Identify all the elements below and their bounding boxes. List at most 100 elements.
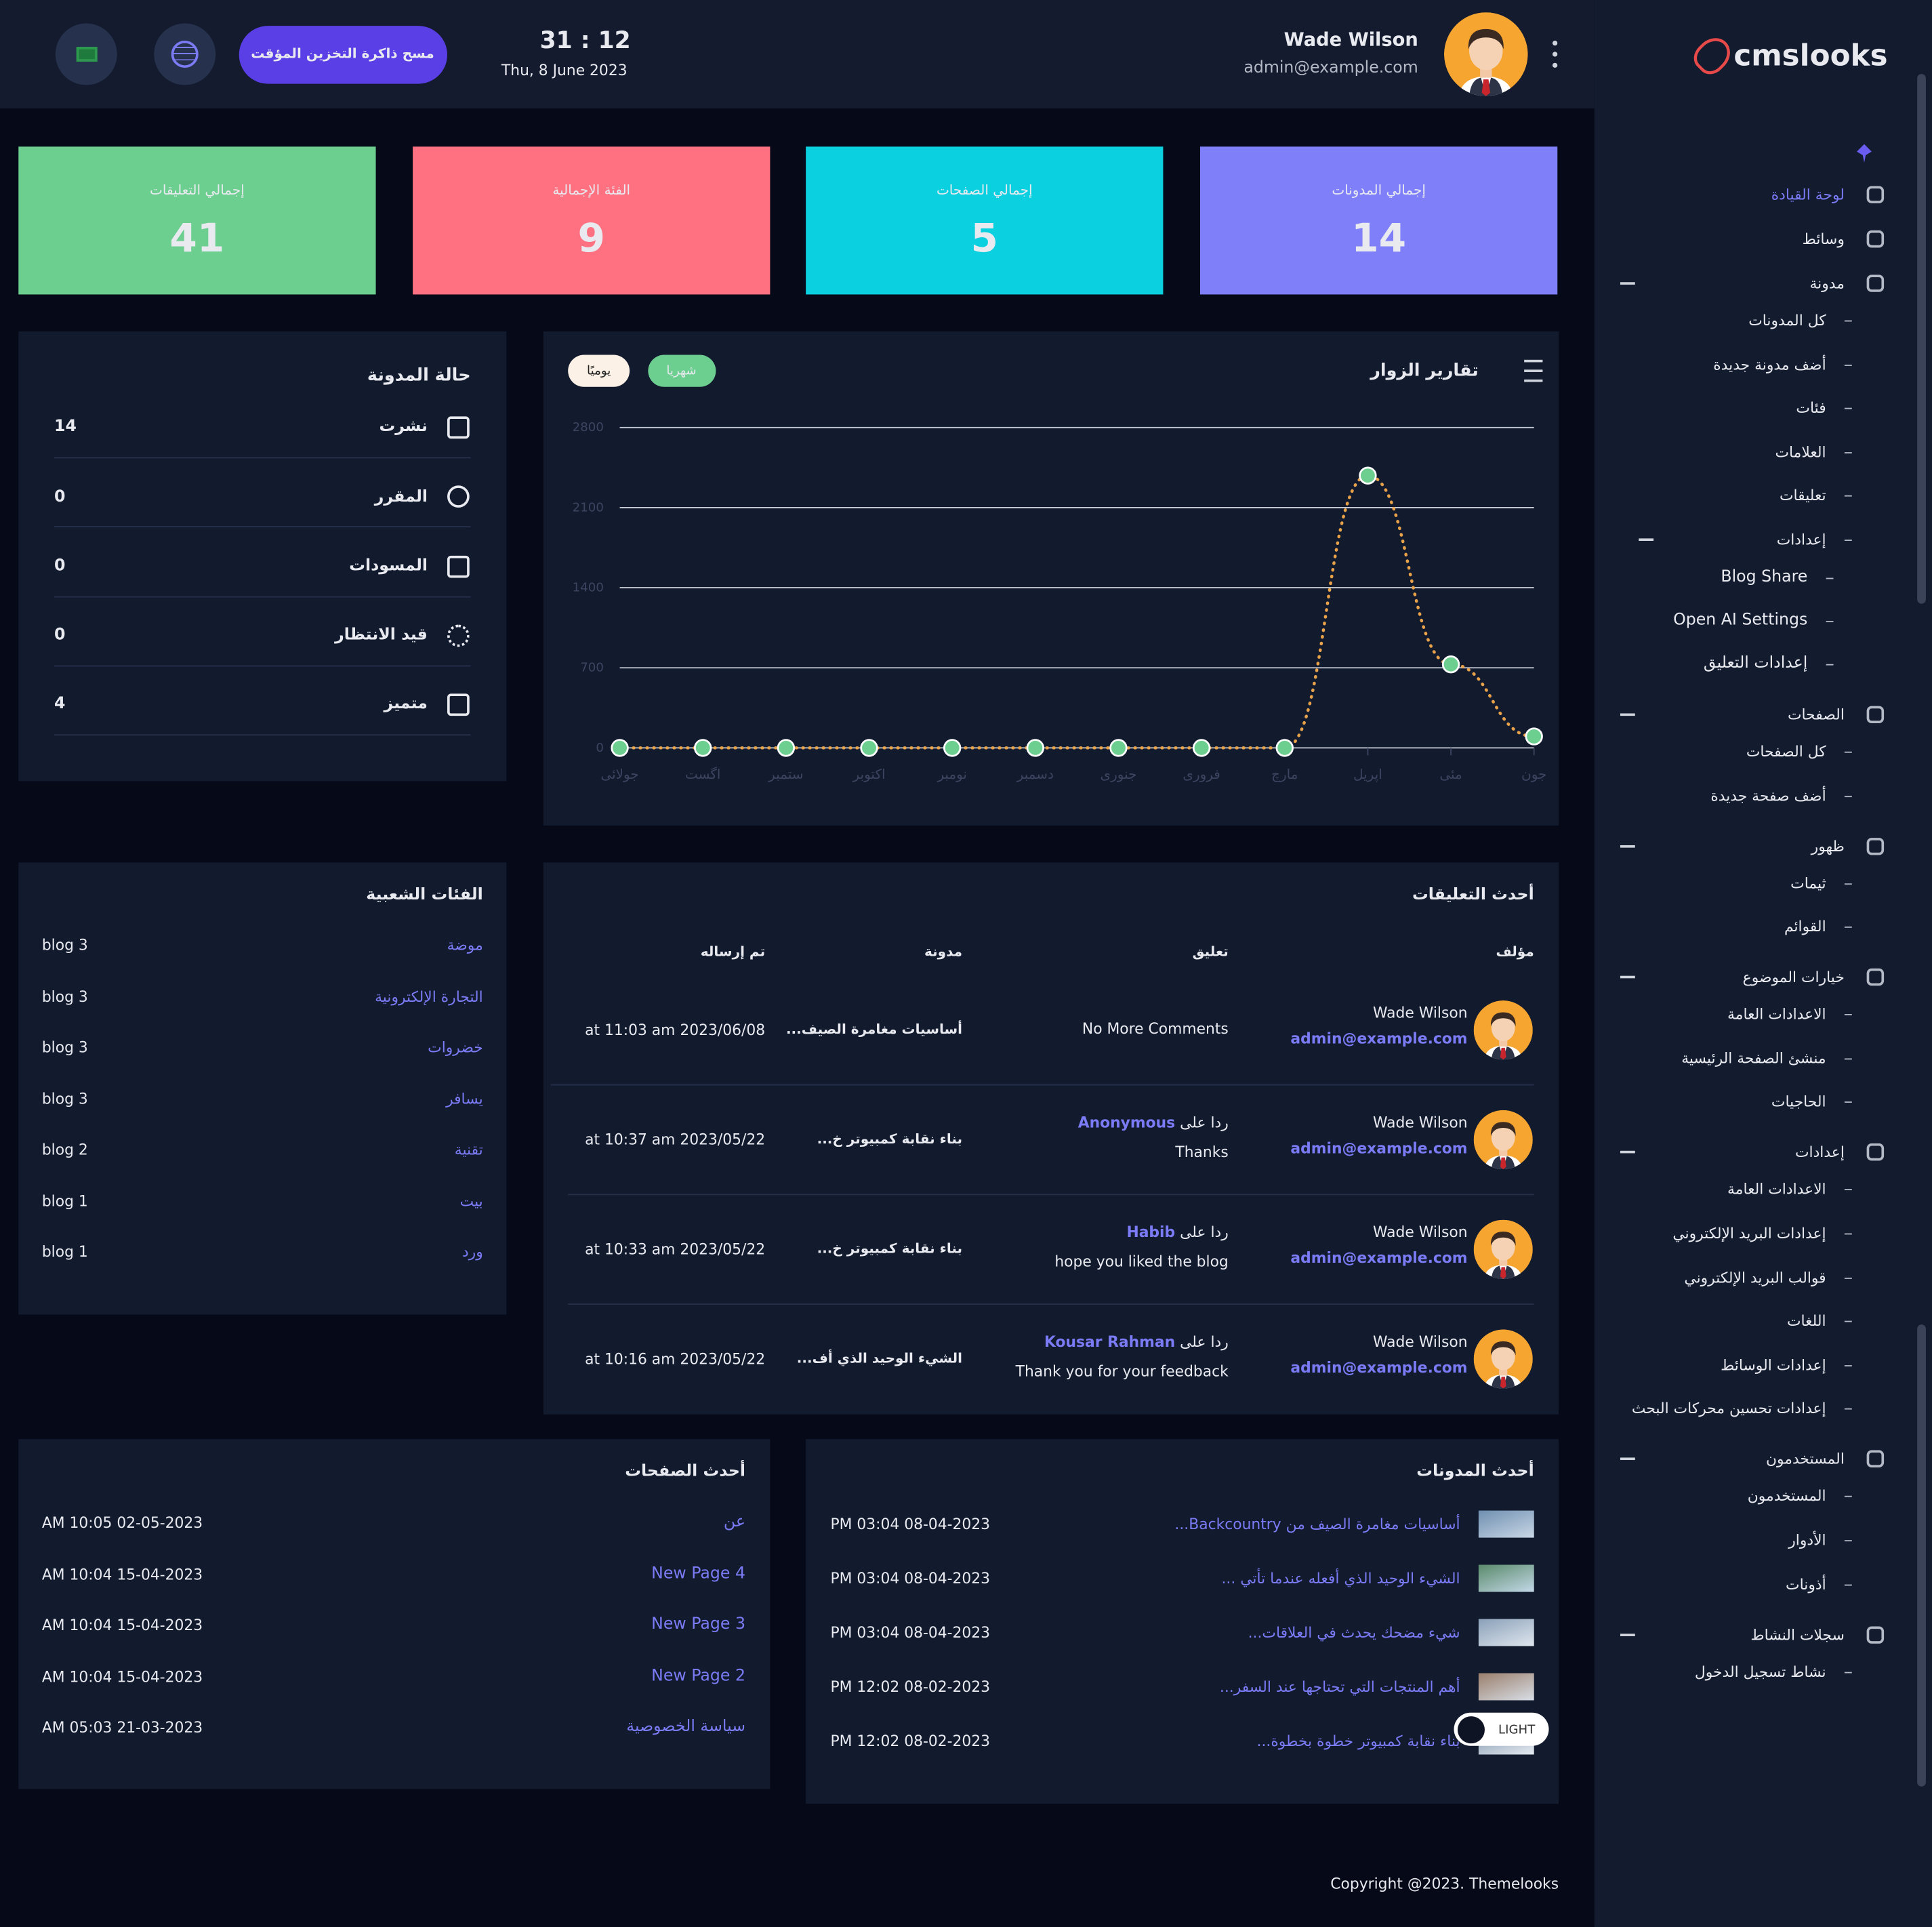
separator [568,1303,1534,1305]
nav-subitem[interactable]: فئات [1796,399,1826,417]
nav-item[interactable]: الصفحات [1787,706,1845,724]
nav-subitem[interactable]: إعدادات [1776,531,1826,548]
nav-subitem[interactable]: قوالب البريد الإلكتروني [1684,1268,1826,1286]
reply-to: Habib [1126,1223,1176,1241]
panel-title: حالة المدونة [367,365,471,386]
comment-post[interactable]: بناء نقابة كمبيوتر خ... [817,1240,963,1257]
nav-subitem[interactable]: الحاجيات [1771,1093,1826,1111]
post-thumbnail [1478,1564,1534,1592]
post-link[interactable]: أساسيات مغامرة الصيف من Backcountry... [1174,1515,1460,1533]
nav-item[interactable]: المستخدمون [1765,1451,1845,1468]
nav-dash [1826,621,1834,622]
page-link[interactable]: New Page 2 [651,1666,746,1686]
nav-dash [1826,664,1834,666]
clear-cache-button[interactable] [239,26,448,84]
kebab-dot[interactable] [1552,40,1558,46]
column-header: تم إرساله [700,943,766,960]
separator [568,1194,1534,1196]
post-link[interactable]: أهم المنتجات التي تحتاجها عند السفر... [1219,1678,1460,1696]
nav-dash [1844,1014,1852,1016]
category-link[interactable]: موضة [447,936,483,954]
page-link[interactable]: New Page 4 [651,1564,746,1583]
panel-title: أحدث التعليقات [1412,886,1534,905]
post-link[interactable]: بناء نقابة كمبيوتر خطوة بخطوة... [1256,1732,1460,1750]
nav-subitem[interactable]: أضف صفحة جديدة [1710,786,1826,805]
category-link[interactable]: يسافر [446,1089,483,1108]
kebab-dot[interactable] [1552,62,1558,68]
category-count: blog 1 [41,1243,88,1261]
nav-item[interactable]: وسائط [1802,230,1845,248]
nav-subsubitem[interactable]: Open AI Settings [1673,611,1808,630]
nav-item[interactable]: ظهور [1811,837,1845,855]
nav-subitem[interactable]: إعدادات البريد الإلكتروني [1672,1224,1826,1242]
category-link[interactable]: بيت [459,1192,483,1210]
collapse-dash [1620,1458,1635,1461]
nav-subitem[interactable]: الاعدادات العامة [1727,1181,1826,1198]
category-link[interactable]: ورد [461,1243,483,1261]
nav-item[interactable]: لوحة القيادة [1771,186,1845,203]
nav-subitem[interactable]: كل الصفحات [1746,743,1826,760]
tab-label[interactable]: يوميًا [587,364,611,378]
nav-subitem[interactable]: نشاط تسجيل الدخول [1694,1663,1826,1680]
nav-subitem[interactable]: إعدادات الوسائط [1721,1356,1826,1374]
nav-subitem[interactable]: الأدوار [1788,1531,1826,1549]
tab-label[interactable]: شهريا [666,364,697,378]
sidebar-scrollbar-lower [1917,1324,1926,1787]
nav-item[interactable]: إعدادات [1794,1143,1845,1162]
tab-daily[interactable] [568,354,630,387]
page-link[interactable]: سياسة الخصوصية [626,1718,746,1737]
nav-icon [1866,1451,1885,1468]
nav-subsubitem[interactable]: إعدادات التعليق [1703,654,1808,673]
reply-prefix: ردا على [1180,1223,1229,1241]
nav-dash [1844,1671,1852,1673]
comment-email: admin@example.com [1290,1249,1468,1267]
column-header: مدونة [924,943,963,960]
nav-subitem[interactable]: تعليقات [1779,487,1826,505]
category-link[interactable]: تقنية [454,1141,483,1158]
nav-dash [1844,320,1852,322]
avatar [1473,1219,1533,1279]
separator [54,734,471,736]
theme-toggle-label[interactable]: LIGHT [1498,1723,1536,1737]
post-link[interactable]: الشيء الوحيد الذي أفعله عندما تأتي ... [1221,1569,1460,1587]
page-link[interactable]: New Page 3 [651,1615,746,1634]
nav-subitem[interactable]: إعدادات تحسين محركات البحث [1631,1400,1826,1418]
category-link[interactable]: التجارة الإلكترونية [375,987,483,1005]
avatar [1473,1110,1533,1170]
nav-item[interactable]: سجلات النشاط [1750,1625,1845,1644]
nav-subitem[interactable]: الاعدادات العامة [1727,1005,1826,1023]
nav-subitem[interactable]: ثيمات [1790,874,1826,892]
column-header: تعليق [1192,943,1229,960]
column-header: مؤلف [1496,943,1534,960]
nav-item[interactable]: خيارات الموضوع [1742,969,1845,986]
category-count: blog 2 [41,1141,88,1158]
page-link[interactable]: عن [723,1513,746,1532]
nav-subitem[interactable]: أذونات [1786,1575,1826,1593]
menu-icon-bar[interactable] [1524,379,1543,382]
category-link[interactable]: خضروات [428,1038,483,1056]
menu-icon-bar[interactable] [1524,369,1543,372]
nav-dash [1844,1320,1852,1322]
comment-post[interactable]: بناء نقابة كمبيوتر خ... [817,1131,963,1147]
post-thumbnail [1478,1673,1534,1701]
kebab-dot[interactable] [1552,52,1558,57]
clear-cache-label[interactable]: مسح ذاكرة التخزين المؤقت [251,45,434,62]
nav-subsubitem[interactable]: Blog Share [1721,568,1808,587]
comment-post[interactable]: أساسيات مغامرة الصيف... [785,1021,963,1038]
reply-line: ردا على Habib [1126,1221,1228,1243]
nav-subitem[interactable]: العلامات [1775,443,1826,461]
nav-subitem[interactable]: المستخدمون [1747,1487,1826,1505]
nav-dash [1844,1189,1852,1191]
nav-subitem[interactable]: أضف مدونة جديدة [1713,355,1826,373]
tab-monthly[interactable] [648,354,716,387]
comment-post[interactable]: الشيء الوحيد الذي أف... [796,1350,963,1366]
status-value: 4 [54,695,66,714]
nav-subitem[interactable]: منشئ الصفحة الرئيسية [1681,1049,1826,1067]
nav-subitem[interactable]: اللغات [1786,1312,1826,1330]
nav-item[interactable]: مدونة [1809,275,1845,292]
status-icon [447,555,470,577]
nav-subitem[interactable]: القوائم [1784,918,1826,936]
nav-subitem[interactable]: كل المدونات [1748,311,1826,329]
menu-icon-bar[interactable] [1524,359,1543,363]
post-link[interactable]: شيء مضحك يحدث في العلاقات... [1248,1623,1460,1642]
